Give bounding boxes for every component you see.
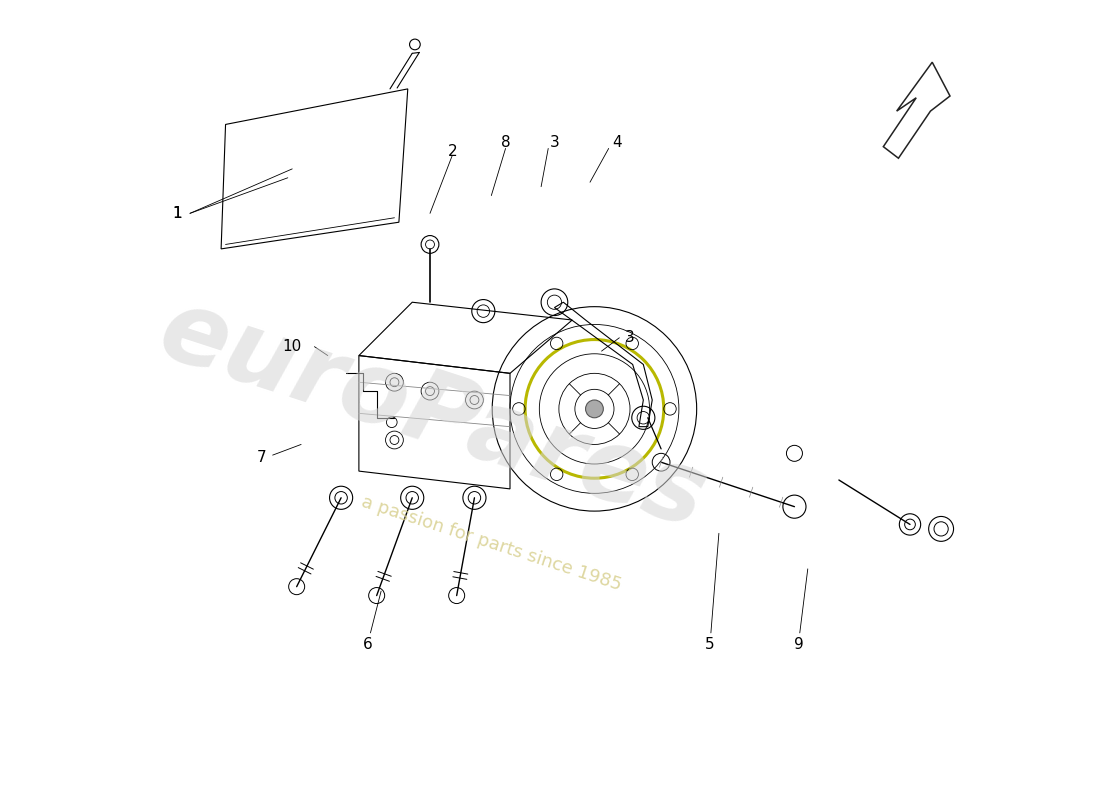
Text: a passion for parts since 1985: a passion for parts since 1985 xyxy=(359,494,624,594)
Text: 2: 2 xyxy=(448,144,456,158)
Text: 7: 7 xyxy=(256,450,266,466)
Circle shape xyxy=(585,400,603,418)
Text: 6: 6 xyxy=(363,637,373,652)
Text: euroPares: euroPares xyxy=(147,282,718,550)
Text: 4: 4 xyxy=(612,134,621,150)
Text: 3: 3 xyxy=(625,330,635,346)
Text: 10: 10 xyxy=(283,339,301,354)
Text: 3: 3 xyxy=(550,134,559,150)
Text: 1: 1 xyxy=(172,206,182,221)
Text: 8: 8 xyxy=(500,134,510,150)
Text: 1: 1 xyxy=(172,206,182,221)
Text: 9: 9 xyxy=(794,637,804,652)
Text: 5: 5 xyxy=(705,637,715,652)
